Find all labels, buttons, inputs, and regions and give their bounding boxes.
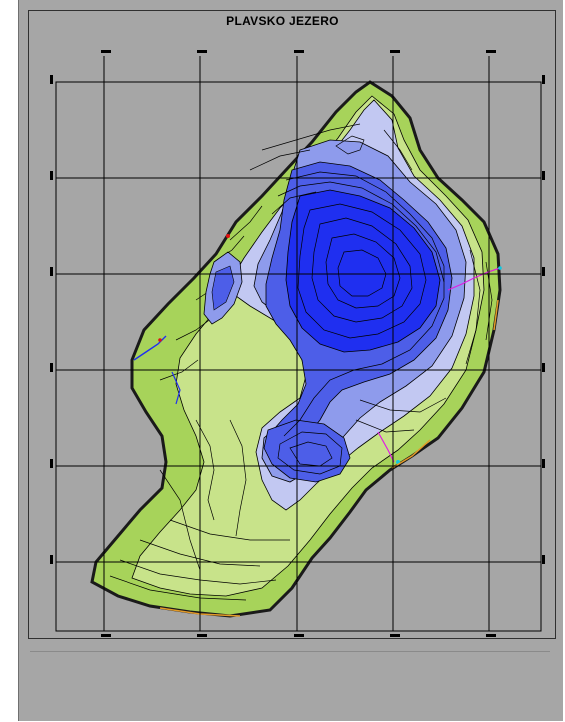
lake-deep-basin (285, 189, 441, 353)
map-title: PLAVSKO JEZERO (226, 14, 339, 28)
map-footer-area (30, 651, 550, 722)
map-frame-border (28, 10, 556, 639)
grid-ticks (50, 50, 545, 637)
contour-lines (109, 123, 493, 601)
west-inlet-contours (211, 265, 235, 311)
inflow-markers (133, 234, 502, 464)
coordinate-grid (56, 56, 541, 631)
